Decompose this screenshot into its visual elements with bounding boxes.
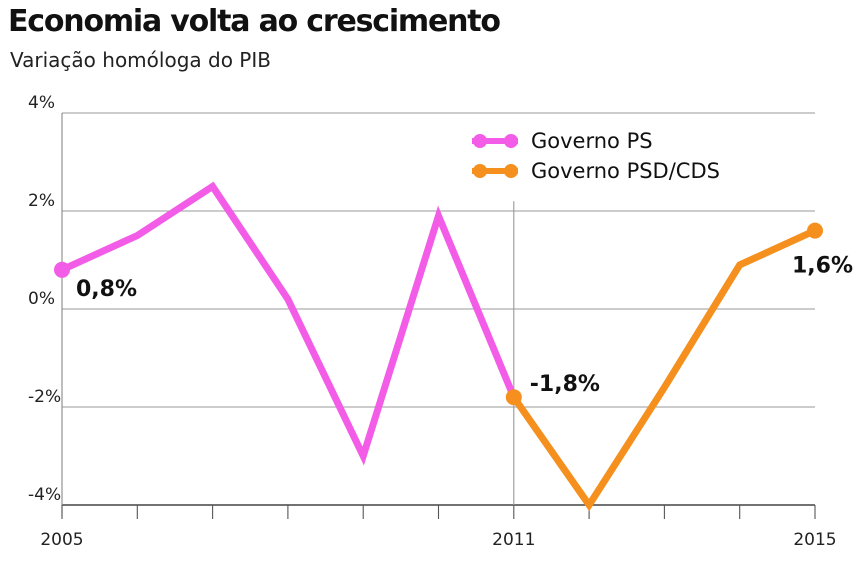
grid-layer — [61, 112, 815, 517]
data-point-2011 — [505, 389, 522, 406]
data-point-2005 — [54, 261, 70, 278]
data-label: 0,8% — [76, 277, 137, 302]
chart-subtitle: Variação homóloga do PIB — [10, 48, 271, 72]
data-point-2015 — [807, 222, 823, 239]
chart-title: Economia volta ao crescimento — [8, 4, 501, 39]
y-tick-label: -4% — [28, 485, 61, 505]
legend: Governo PS Governo PSD/CDS — [472, 129, 720, 183]
data-label-layer: 0,8% -1,8% 1,6% — [76, 254, 853, 398]
legend-entry-label: Governo PSD/CDS — [531, 159, 720, 183]
series-line-governo-psd-cds — [510, 227, 817, 512]
y-tick-label: 4% — [28, 93, 55, 113]
data-label: -1,8% — [530, 372, 600, 397]
axis-layer: 4% 2% 0% -2% -4% 2005 2011 2015 — [28, 93, 837, 550]
x-tick-label: 2005 — [40, 530, 83, 550]
x-tick-label: 2011 — [492, 530, 535, 550]
series-line-governo-ps — [60, 181, 518, 466]
x-tick-label: 2015 — [793, 530, 836, 550]
y-tick-label: 0% — [28, 289, 55, 309]
y-tick-label: -2% — [28, 387, 61, 407]
y-tick-label: 2% — [28, 191, 55, 211]
legend-marker — [504, 134, 518, 148]
data-label: 1,6% — [792, 254, 853, 279]
legend-marker — [473, 164, 487, 178]
legend-marker — [504, 164, 518, 178]
legend-entry-label: Governo PS — [531, 129, 653, 153]
legend-marker — [473, 134, 487, 148]
series-layer — [54, 181, 823, 512]
